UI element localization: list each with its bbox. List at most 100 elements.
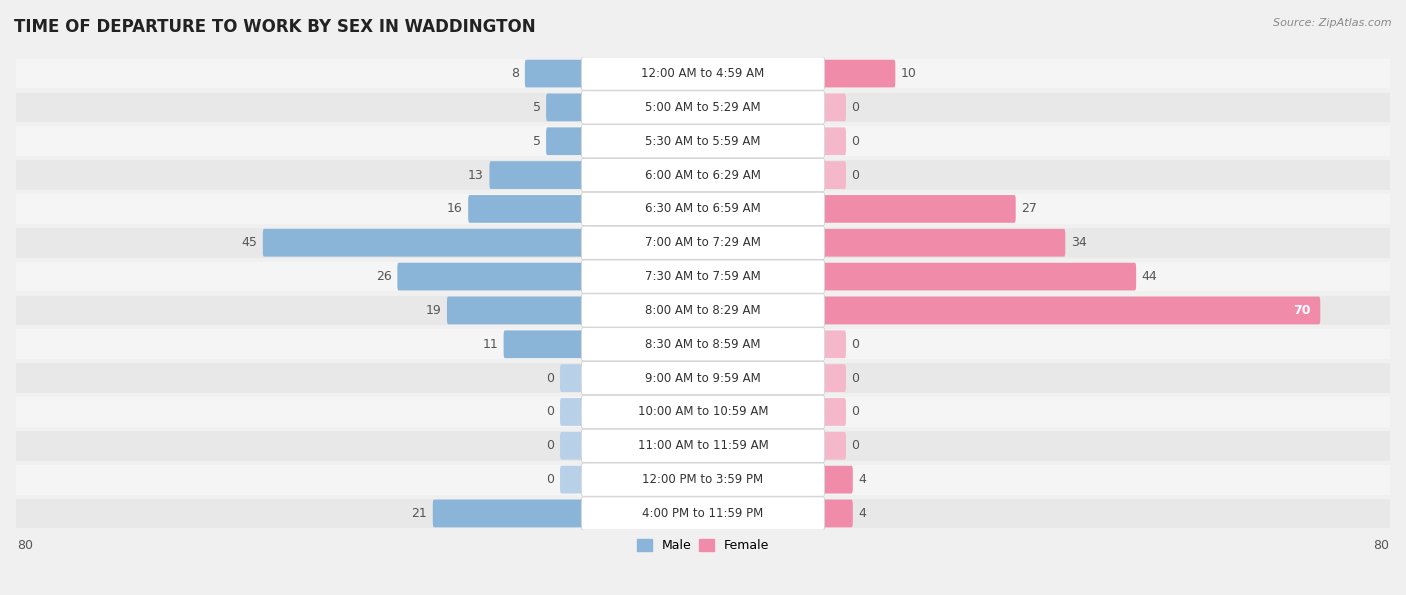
Text: 9:00 AM to 9:59 AM: 9:00 AM to 9:59 AM	[645, 372, 761, 384]
Text: 80: 80	[1374, 539, 1389, 552]
FancyBboxPatch shape	[823, 364, 846, 392]
Text: 0: 0	[852, 338, 859, 351]
Text: 7:30 AM to 7:59 AM: 7:30 AM to 7:59 AM	[645, 270, 761, 283]
FancyBboxPatch shape	[823, 432, 846, 460]
Text: 0: 0	[852, 372, 859, 384]
Text: 5: 5	[533, 134, 540, 148]
FancyBboxPatch shape	[581, 57, 825, 90]
FancyBboxPatch shape	[17, 296, 1389, 325]
FancyBboxPatch shape	[503, 330, 583, 358]
FancyBboxPatch shape	[581, 260, 825, 293]
Text: 7:00 AM to 7:29 AM: 7:00 AM to 7:29 AM	[645, 236, 761, 249]
FancyBboxPatch shape	[17, 262, 1389, 292]
Text: 34: 34	[1071, 236, 1087, 249]
Text: 0: 0	[547, 473, 554, 486]
Text: 0: 0	[852, 101, 859, 114]
FancyBboxPatch shape	[581, 328, 825, 361]
Text: 21: 21	[412, 507, 427, 520]
Text: 0: 0	[547, 439, 554, 452]
FancyBboxPatch shape	[546, 127, 583, 155]
FancyBboxPatch shape	[17, 228, 1389, 258]
Text: 6:30 AM to 6:59 AM: 6:30 AM to 6:59 AM	[645, 202, 761, 215]
FancyBboxPatch shape	[581, 192, 825, 226]
Text: 11:00 AM to 11:59 AM: 11:00 AM to 11:59 AM	[638, 439, 768, 452]
FancyBboxPatch shape	[823, 127, 846, 155]
FancyBboxPatch shape	[447, 296, 583, 324]
FancyBboxPatch shape	[17, 330, 1389, 359]
FancyBboxPatch shape	[581, 294, 825, 327]
FancyBboxPatch shape	[17, 397, 1389, 427]
Text: TIME OF DEPARTURE TO WORK BY SEX IN WADDINGTON: TIME OF DEPARTURE TO WORK BY SEX IN WADD…	[14, 18, 536, 36]
FancyBboxPatch shape	[581, 125, 825, 158]
Text: 0: 0	[852, 134, 859, 148]
Text: 10:00 AM to 10:59 AM: 10:00 AM to 10:59 AM	[638, 405, 768, 418]
Text: 27: 27	[1021, 202, 1038, 215]
FancyBboxPatch shape	[17, 499, 1389, 528]
Text: 16: 16	[447, 202, 463, 215]
FancyBboxPatch shape	[560, 398, 583, 426]
Text: 8:00 AM to 8:29 AM: 8:00 AM to 8:29 AM	[645, 304, 761, 317]
FancyBboxPatch shape	[581, 362, 825, 394]
FancyBboxPatch shape	[823, 330, 846, 358]
Text: 0: 0	[547, 372, 554, 384]
FancyBboxPatch shape	[17, 126, 1389, 156]
Text: 0: 0	[852, 405, 859, 418]
FancyBboxPatch shape	[581, 429, 825, 462]
FancyBboxPatch shape	[17, 194, 1389, 224]
FancyBboxPatch shape	[581, 226, 825, 259]
Text: 4: 4	[859, 473, 866, 486]
Text: 13: 13	[468, 168, 484, 181]
Text: 10: 10	[901, 67, 917, 80]
Text: 6:00 AM to 6:29 AM: 6:00 AM to 6:29 AM	[645, 168, 761, 181]
FancyBboxPatch shape	[823, 60, 896, 87]
FancyBboxPatch shape	[823, 296, 1320, 324]
FancyBboxPatch shape	[17, 92, 1389, 123]
Text: 5: 5	[533, 101, 540, 114]
Text: 11: 11	[482, 338, 498, 351]
FancyBboxPatch shape	[581, 497, 825, 530]
FancyBboxPatch shape	[398, 263, 583, 290]
Text: 70: 70	[1294, 304, 1310, 317]
Text: 80: 80	[17, 539, 32, 552]
Text: 8: 8	[512, 67, 519, 80]
Text: Source: ZipAtlas.com: Source: ZipAtlas.com	[1274, 18, 1392, 28]
FancyBboxPatch shape	[17, 363, 1389, 393]
Text: 45: 45	[242, 236, 257, 249]
Text: 5:30 AM to 5:59 AM: 5:30 AM to 5:59 AM	[645, 134, 761, 148]
FancyBboxPatch shape	[546, 93, 583, 121]
FancyBboxPatch shape	[823, 398, 846, 426]
Text: 44: 44	[1142, 270, 1157, 283]
FancyBboxPatch shape	[560, 364, 583, 392]
FancyBboxPatch shape	[263, 229, 583, 256]
FancyBboxPatch shape	[524, 60, 583, 87]
FancyBboxPatch shape	[468, 195, 583, 223]
Text: 4: 4	[859, 507, 866, 520]
FancyBboxPatch shape	[581, 395, 825, 428]
FancyBboxPatch shape	[823, 229, 1066, 256]
Text: 0: 0	[547, 405, 554, 418]
FancyBboxPatch shape	[560, 432, 583, 460]
FancyBboxPatch shape	[581, 158, 825, 192]
Text: 12:00 AM to 4:59 AM: 12:00 AM to 4:59 AM	[641, 67, 765, 80]
FancyBboxPatch shape	[823, 263, 1136, 290]
Text: 0: 0	[852, 439, 859, 452]
Text: 5:00 AM to 5:29 AM: 5:00 AM to 5:29 AM	[645, 101, 761, 114]
FancyBboxPatch shape	[17, 59, 1389, 89]
FancyBboxPatch shape	[433, 500, 583, 527]
FancyBboxPatch shape	[823, 93, 846, 121]
FancyBboxPatch shape	[560, 466, 583, 493]
FancyBboxPatch shape	[823, 195, 1015, 223]
FancyBboxPatch shape	[17, 465, 1389, 494]
Text: 12:00 PM to 3:59 PM: 12:00 PM to 3:59 PM	[643, 473, 763, 486]
FancyBboxPatch shape	[581, 463, 825, 496]
FancyBboxPatch shape	[823, 466, 853, 493]
Legend: Male, Female: Male, Female	[631, 534, 775, 558]
FancyBboxPatch shape	[489, 161, 583, 189]
FancyBboxPatch shape	[17, 431, 1389, 461]
Text: 19: 19	[426, 304, 441, 317]
FancyBboxPatch shape	[823, 500, 853, 527]
Text: 4:00 PM to 11:59 PM: 4:00 PM to 11:59 PM	[643, 507, 763, 520]
Text: 8:30 AM to 8:59 AM: 8:30 AM to 8:59 AM	[645, 338, 761, 351]
FancyBboxPatch shape	[17, 160, 1389, 190]
FancyBboxPatch shape	[581, 91, 825, 124]
